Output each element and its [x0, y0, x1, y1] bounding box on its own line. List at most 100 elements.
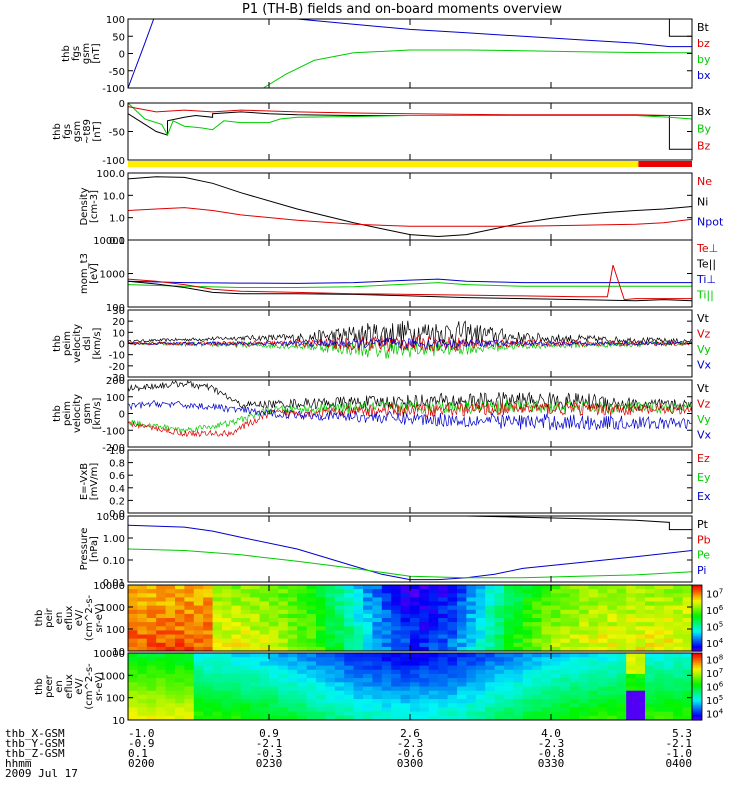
peir-cell: [222, 585, 232, 590]
peir-cell: [598, 618, 608, 623]
peer-cell: [259, 707, 270, 713]
peer-cell: [250, 669, 261, 675]
peir-cell: [410, 597, 420, 603]
peir-cell: [372, 630, 383, 636]
peer-cell: [532, 669, 543, 675]
peer-cell: [193, 686, 204, 692]
peir-cell: [588, 601, 599, 607]
peir-cell: [400, 593, 411, 598]
peir-cell: [297, 601, 308, 607]
peer-cell: [645, 678, 655, 683]
peir-cell: [278, 638, 289, 644]
peer-cell: [635, 673, 646, 679]
peir-cell: [156, 589, 167, 594]
fgs2-legend-By: By: [697, 122, 712, 135]
peer-cell: [522, 711, 533, 717]
peer-cell: [278, 661, 289, 667]
peer-cell: [222, 711, 232, 717]
peir-cell: [165, 585, 176, 590]
peir-cell: [419, 634, 430, 640]
peir-colorbar-step: [692, 594, 702, 598]
peir-cell: [551, 597, 561, 603]
peir-cell: [588, 585, 599, 590]
peir-cell: [410, 646, 420, 651]
peir-cell: [165, 638, 176, 644]
peer-cell: [400, 715, 411, 720]
peir-cell: [325, 597, 336, 603]
peer-cell: [372, 707, 383, 713]
peir-cell: [184, 597, 195, 603]
peer-cell: [156, 715, 167, 720]
peir-cell: [353, 638, 364, 644]
peer-cell: [128, 682, 138, 688]
peir-cell: [353, 593, 364, 598]
peer-cell: [240, 665, 251, 671]
peer-cell: [165, 699, 176, 704]
pressure-ytick-label: 0.10: [103, 556, 125, 567]
peir-cell: [175, 585, 185, 590]
peir-cell: [494, 642, 505, 648]
velocity_gsm-legend-Vz: Vz: [697, 398, 711, 411]
peer-cell: [269, 715, 279, 720]
peer-cell: [645, 699, 655, 704]
peer-cell: [504, 703, 514, 709]
peer-cell: [551, 661, 561, 667]
peer-cell: [372, 661, 383, 667]
peir-cell: [616, 585, 627, 590]
peir-cell: [325, 622, 336, 627]
peer-cell: [344, 653, 355, 658]
peer-cell: [541, 690, 552, 696]
peer-cell: [325, 711, 336, 717]
peir-cell: [344, 626, 355, 631]
peir-cell: [438, 622, 449, 627]
peir-cell: [372, 618, 383, 623]
peer-cell: [400, 669, 411, 675]
peir-cell: [635, 597, 646, 603]
peer-cell: [541, 673, 552, 679]
peer-cell: [447, 686, 458, 692]
peir-cell: [663, 618, 674, 623]
peer-cell: [146, 703, 157, 709]
peer-cell: [532, 665, 543, 671]
peer-cell: [316, 699, 326, 704]
peir-cell: [457, 593, 467, 598]
peir-cell: [175, 622, 185, 627]
peer-cell: [306, 686, 317, 692]
peir-cell: [410, 638, 420, 644]
peer-cell: [316, 661, 326, 667]
peer-cell: [297, 707, 308, 713]
peir-cell: [344, 589, 355, 594]
peir-cell: [287, 622, 298, 627]
peir-cell: [231, 613, 242, 619]
peer-cell: [513, 653, 524, 658]
peer-cell: [494, 690, 505, 696]
peir-cell: [645, 593, 655, 598]
peer-cell: [673, 682, 684, 688]
peir-cell: [466, 589, 477, 594]
peir-cell: [240, 634, 251, 640]
peer-cell: [588, 694, 599, 700]
peir-cell: [165, 618, 176, 623]
peer-cell: [334, 669, 345, 675]
peir-cell: [626, 593, 637, 598]
peer-cell: [428, 690, 439, 696]
peir-cell: [447, 613, 458, 619]
peir-cell: [626, 597, 637, 603]
peir-cell: [184, 609, 195, 615]
peir-cell: [598, 601, 608, 607]
peir-cell: [682, 646, 692, 651]
peir-cell: [334, 609, 345, 615]
peir-colorbar-step: [692, 634, 702, 637]
peir-colorbar-step: [692, 629, 702, 632]
peer-cell: [504, 661, 514, 667]
peir-cell: [438, 646, 449, 651]
peer-cell: [137, 665, 148, 671]
peer-cell: [400, 673, 411, 679]
peer-cell: [400, 707, 411, 713]
peir-cell: [344, 597, 355, 603]
peer-cell: [184, 657, 195, 662]
pressure-series-Pe: [128, 548, 692, 579]
peir-cell: [212, 646, 223, 651]
